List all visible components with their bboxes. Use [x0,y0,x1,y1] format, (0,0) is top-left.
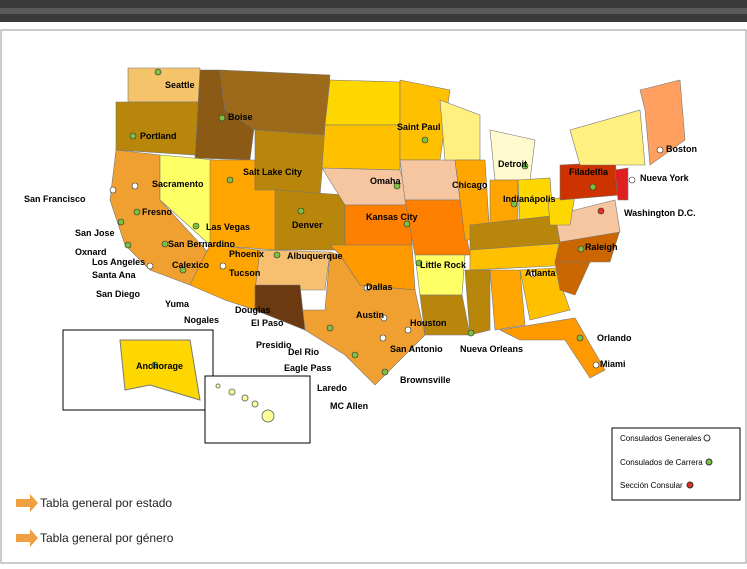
city-label: El Paso [251,318,284,328]
city-label: San Bernardino [168,239,236,249]
city-label: Filadelfia [569,167,609,177]
city-label: San Antonio [390,344,443,354]
city-label: Laredo [317,383,348,393]
city-label: Phoenix [229,249,264,259]
city-label: Douglas [235,305,271,315]
city-label: Austin [356,310,384,320]
city-label: Detroit [498,159,527,169]
city-label: Miami [600,359,626,369]
city-label: Seattle [165,80,195,90]
us-map [109,67,686,386]
legend-label: Sección Consular [620,481,683,490]
city-label: Raleigh [585,242,618,252]
legend-label: Consulados Generales [620,434,701,443]
city-label: Kansas City [366,212,418,222]
city-label: Little Rock [420,260,467,270]
city-label: Orlando [597,333,632,343]
city-label: Las Vegas [206,222,250,232]
city-label: Sacramento [152,179,204,189]
city-label: Dallas [366,282,393,292]
city-dots [109,68,664,376]
legend-label: Consulados de Carrera [620,458,703,467]
city-label: Los Angeles [92,257,145,267]
city-label: San Diego [96,289,141,299]
city-label: Salt Lake City [243,167,302,177]
city-label: Denver [292,220,323,230]
city-label: Santa Ana [92,270,137,280]
frame [0,29,747,564]
city-label: Nueva York [640,173,690,183]
city-label: Albuquerque [287,251,343,261]
city-label: Washington D.C. [624,208,696,218]
hawaii [215,383,275,423]
city-label: Tucson [229,268,260,278]
city-label: Presidio [256,340,292,350]
city-label: Calexico [172,260,210,270]
city-label: MC Allen [330,401,368,411]
city-label: Portland [140,131,177,141]
city-label: Boston [666,144,697,154]
city-label: Nogales [184,315,219,325]
city-label: Eagle Pass [284,363,332,373]
legend: Consulados Generales Consulados de Carre… [611,427,741,501]
city-label: Brownsville [400,375,451,385]
city-label: Yuma [165,299,190,309]
city-label: Omaha [370,176,402,186]
city-label: San Francisco [24,194,86,204]
city-label: San Jose [75,228,115,238]
city-label: Boise [228,112,253,122]
hawaii-inset [204,375,311,444]
city-label: Fresno [142,207,173,217]
city-labels: Seattle Portland Boise San Francisco Sac… [24,80,697,411]
city-label: Del Rio [288,347,320,357]
alaska [119,339,201,401]
city-label: Oxnard [75,247,107,257]
city-label: Saint Paul [397,122,441,132]
city-label: Houston [410,318,447,328]
header-stripe [0,8,747,14]
city-label: Nueva Orleans [460,344,523,354]
link[interactable]: Tabla general por estado [40,496,172,510]
city-label: Anchorage [136,361,183,371]
link[interactable]: Tabla general por género [40,531,174,545]
link-arrow [16,494,38,512]
city-label: Atlanta [525,268,556,278]
city-label: Indianápolis [503,194,556,204]
link-arrow [16,529,38,547]
city-label: Chicago [452,180,488,190]
